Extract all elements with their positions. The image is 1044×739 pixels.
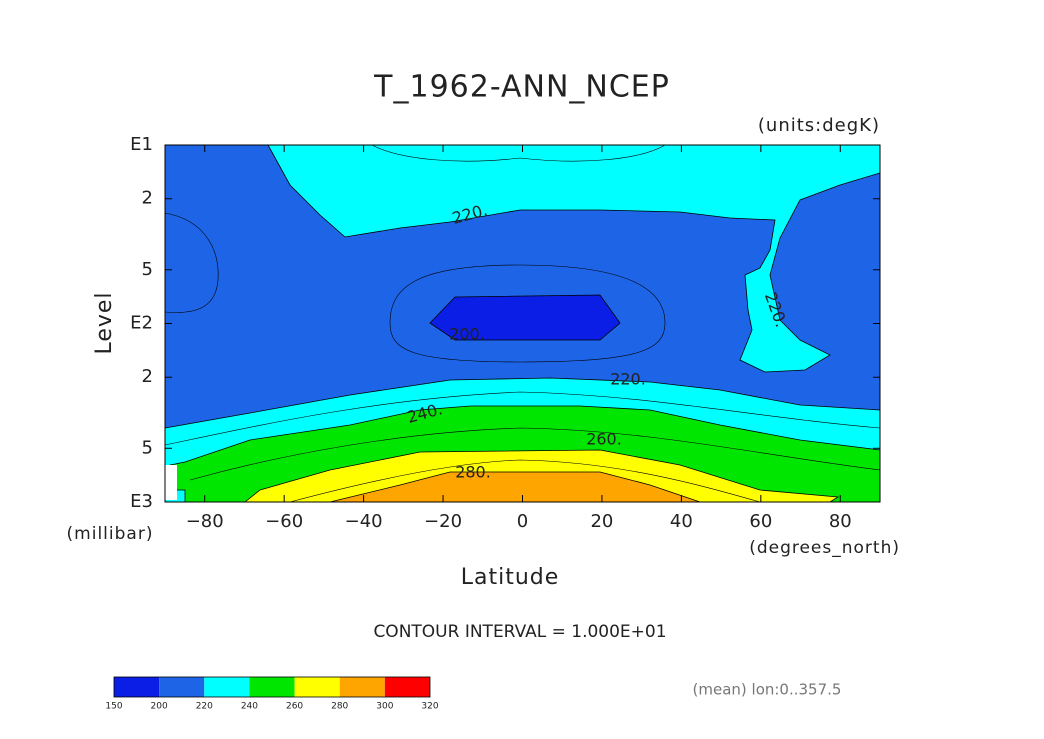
y-tick-label: E3 [130,491,153,512]
contour-label: 280. [455,463,491,482]
y-axis-label: Level [92,291,117,354]
units-label: (units:degK) [758,115,880,136]
x-tick-label: 0 [517,511,528,532]
x-tick-label: 40 [670,511,693,532]
contour-line [189,427,881,481]
y-tick-label: 2 [142,188,153,209]
colorbar-segment [249,677,295,697]
colorbar-label: 150 [105,702,122,712]
contour-line [164,212,219,313]
x-axis-label: Latitude [461,565,560,590]
y-tick-label: 5 [142,437,153,458]
contour-line [389,264,666,363]
y-tick-label: E2 [130,313,153,334]
colorbar-label: 320 [421,702,438,712]
x-tick-label: −60 [265,511,303,532]
colorbar-segment [294,677,340,697]
contour-label: 260. [586,430,622,449]
colorbar-frame [113,676,431,698]
chart-title: T_1962-ANN_NCEP [373,70,670,105]
contour-label: 200. [449,325,485,344]
x-tick-label: −80 [186,511,224,532]
annotation: (mean) lon:0..357.5 [693,681,842,699]
contour-label: 220. [610,370,646,389]
colorbar-segment [159,677,205,697]
contour-line [164,391,881,446]
y-tick-label: E1 [130,134,153,155]
y-units-label: (millibar) [67,524,154,544]
footnote: CONTOUR INTERVAL = 1.000E+01 [373,622,666,642]
contour-line [289,459,761,503]
colorbar-segment [384,677,430,697]
contour-region [429,294,621,341]
colorbar-label: 260 [286,702,303,712]
missing-data [165,465,177,500]
x-tick-label: −40 [345,511,383,532]
colorbar-label: 200 [151,702,168,712]
x-units-label: (degrees_north) [749,538,900,558]
colorbar-label: 220 [196,702,213,712]
x-tick-label: 60 [749,511,772,532]
contour-line [371,144,666,162]
y-tick-label: 5 [142,259,153,280]
colorbar-segment [204,677,250,697]
contour-region [267,144,881,373]
colorbar-segment [114,677,160,697]
colorbar-label: 300 [376,702,393,712]
colorbar-segment [339,677,385,697]
x-tick-label: −20 [424,511,462,532]
x-tick-label: 80 [829,511,852,532]
x-tick-label: 20 [590,511,613,532]
y-tick-label: 2 [142,366,153,387]
colorbar-label: 280 [331,702,348,712]
colorbar-label: 240 [241,702,258,712]
